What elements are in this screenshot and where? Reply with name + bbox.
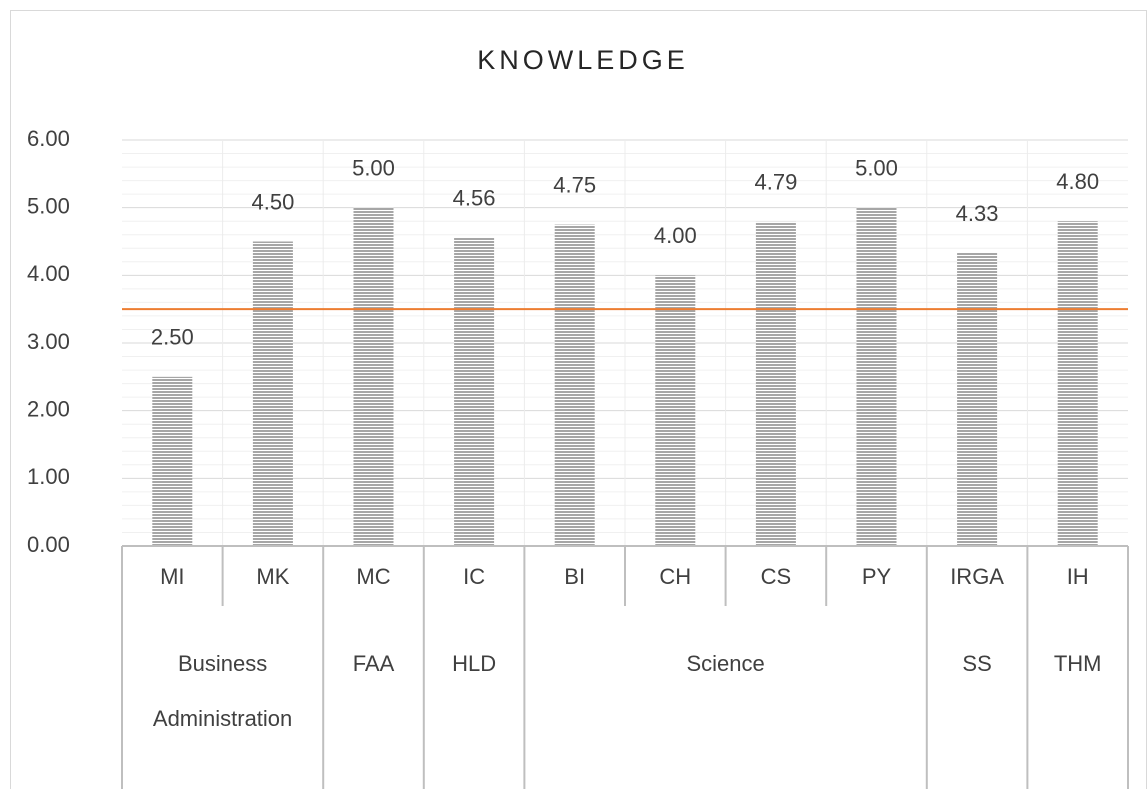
bar bbox=[957, 253, 998, 546]
data-label: 4.75 bbox=[553, 172, 596, 197]
bar bbox=[454, 237, 495, 546]
x-tick-label: BI bbox=[564, 564, 585, 589]
group-label-box: SS bbox=[962, 651, 992, 676]
bar bbox=[856, 207, 897, 546]
group-label-box: Science bbox=[686, 651, 765, 676]
data-label: 5.00 bbox=[352, 155, 395, 180]
group-label: FAA bbox=[352, 651, 395, 676]
x-tick-label: MI bbox=[160, 564, 184, 589]
bar bbox=[655, 275, 696, 546]
y-tick-label: 4.00 bbox=[27, 261, 70, 286]
group-label: THM bbox=[1053, 651, 1102, 676]
x-tick-label: IRGA bbox=[950, 564, 1004, 589]
x-tick-label: MC bbox=[356, 564, 390, 589]
data-label: 4.80 bbox=[1056, 169, 1099, 194]
data-label: 4.33 bbox=[956, 201, 999, 226]
group-label: Business Administration bbox=[152, 651, 293, 731]
data-label: 4.79 bbox=[754, 170, 797, 195]
bar bbox=[755, 221, 796, 547]
group-label: HLD bbox=[452, 651, 497, 676]
y-tick-label: 3.00 bbox=[27, 329, 70, 354]
group-label: SS bbox=[962, 651, 992, 676]
chart-border bbox=[10, 10, 1147, 789]
group-label-box: Business Administration bbox=[152, 651, 293, 731]
group-label-box: FAA bbox=[352, 651, 395, 676]
group-label: Science bbox=[686, 651, 765, 676]
group-label-box: THM bbox=[1053, 651, 1102, 676]
data-label: 2.50 bbox=[151, 325, 194, 350]
x-tick-label: PY bbox=[862, 564, 892, 589]
x-tick-label: CH bbox=[659, 564, 691, 589]
chart-title: KNOWLEDGE bbox=[477, 45, 689, 75]
y-tick-label: 0.00 bbox=[27, 532, 70, 557]
bar bbox=[252, 241, 293, 546]
data-label: 4.00 bbox=[654, 223, 697, 248]
y-tick-label: 2.00 bbox=[27, 396, 70, 421]
bar bbox=[152, 376, 193, 546]
x-tick-label: CS bbox=[761, 564, 792, 589]
x-tick-label: IH bbox=[1067, 564, 1089, 589]
bar bbox=[1057, 221, 1098, 546]
data-label: 4.50 bbox=[251, 189, 294, 214]
data-label: 5.00 bbox=[855, 155, 898, 180]
bar bbox=[353, 207, 394, 546]
x-tick-label: IC bbox=[463, 564, 485, 589]
y-tick-label: 6.00 bbox=[27, 126, 70, 151]
group-label-box: HLD bbox=[452, 651, 497, 676]
data-label: 4.56 bbox=[453, 185, 496, 210]
y-tick-label: 5.00 bbox=[27, 193, 70, 218]
y-tick-label: 1.00 bbox=[27, 464, 70, 489]
bar bbox=[554, 224, 595, 547]
x-tick-label: MK bbox=[256, 564, 289, 589]
